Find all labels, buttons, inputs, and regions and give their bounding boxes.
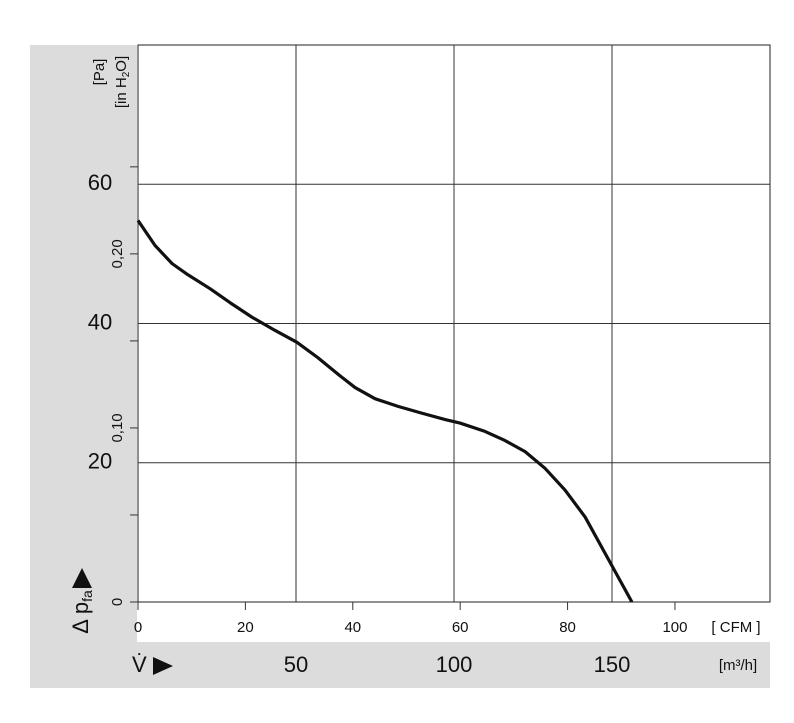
x-arrow — [153, 657, 173, 675]
x-label: V̇ — [132, 652, 147, 677]
y-label-sub: fa — [79, 590, 95, 602]
x2-tick-label: 40 — [344, 619, 361, 636]
y-tick-label: 20 — [88, 449, 112, 474]
x2-unit: [ CFM ] — [711, 619, 760, 636]
y2-unit-sub: 2 — [121, 71, 132, 77]
y-tick-label: 60 — [88, 170, 112, 195]
x-tick-label: 50 — [284, 652, 308, 677]
x2-tick-label: 0 — [134, 619, 142, 636]
y-tick-label: 40 — [88, 309, 112, 334]
y-unit: [Pa] — [91, 59, 108, 86]
y2-tick-label: 0,10 — [109, 413, 126, 442]
x2-tick-label: 100 — [662, 619, 687, 636]
y-label: Δ pfa — [68, 590, 95, 634]
x-unit: [m³/h] — [719, 657, 757, 674]
x-tick-label: 100 — [436, 652, 473, 677]
x2-tick-label: 20 — [237, 619, 254, 636]
y-label-text: Δ p — [68, 602, 93, 634]
x2-tick-label: 80 — [559, 619, 576, 636]
y2-unit: [in H2O] — [113, 56, 132, 108]
fan-curve — [136, 219, 634, 603]
y2-tick-label: 0 — [109, 598, 126, 606]
x-tick-label: 150 — [594, 652, 631, 677]
x2-tick-label: 60 — [452, 619, 469, 636]
y2-unit-post: O] — [113, 56, 130, 72]
y2-unit-pre: [in H — [113, 77, 130, 108]
y2-tick-label: 0,20 — [109, 239, 126, 268]
y-arrow — [72, 568, 92, 588]
